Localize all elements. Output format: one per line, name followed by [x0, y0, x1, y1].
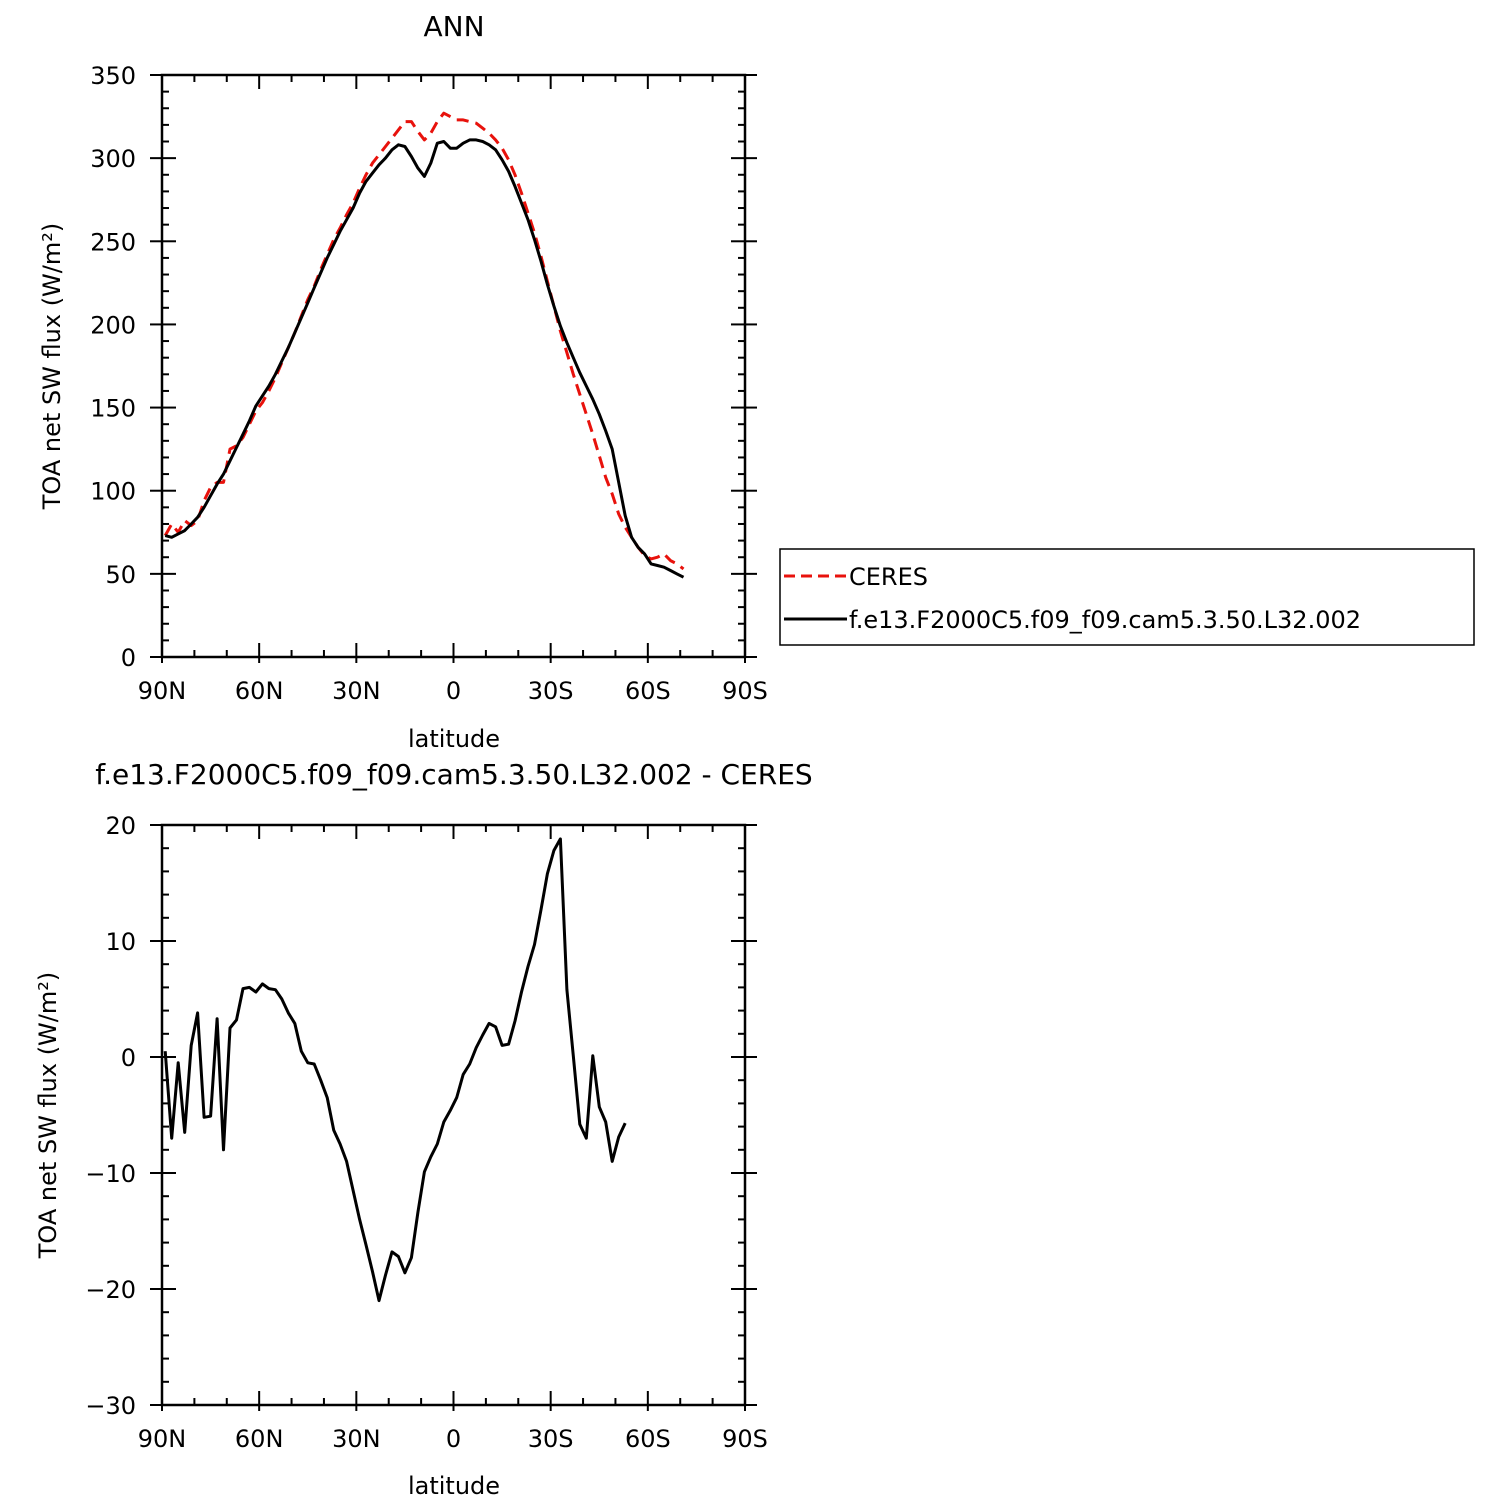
x-tick-label: 60N: [235, 1425, 284, 1453]
series-group-bottom: [163, 837, 627, 1303]
y-tick-label: 0: [121, 644, 136, 672]
x-tick-label: 0: [446, 677, 461, 705]
tick-marks: [150, 74, 757, 663]
tick-marks-bottom: [150, 824, 757, 1411]
x-tick-label: 30N: [332, 1425, 381, 1453]
plot-frame-bottom: [160, 823, 747, 1407]
y-tick-label: −20: [85, 1276, 136, 1304]
series-line-ceres: [163, 111, 685, 571]
x-tick-labels: 90N 60N 30N 0 30S 60S 90S: [138, 677, 768, 705]
x-tick-label: 0: [446, 1425, 461, 1453]
legend-label-ceres: CERES: [849, 563, 928, 591]
y-tick-label: 150: [90, 395, 136, 423]
x-tick-label: 60N: [235, 677, 284, 705]
x-tick-label: 60S: [625, 1425, 671, 1453]
legend: CERES f.e13.F2000C5.f09_f09.cam5.3.50.L3…: [779, 548, 1475, 646]
y-tick-labels-bottom: −30 −20 −10 0 10 20: [85, 812, 136, 1420]
series-line: [163, 837, 627, 1303]
difference-title: f.e13.F2000C5.f09_f09.cam5.3.50.L32.002 …: [95, 758, 812, 791]
y-tick-label: 300: [90, 145, 136, 173]
x-tick-label: 60S: [625, 677, 671, 705]
difference-panel: f.e13.F2000C5.f09_f09.cam5.3.50.L32.002 …: [34, 758, 813, 1500]
y-tick-label: 0: [121, 1044, 136, 1072]
y-tick-label: −30: [85, 1392, 136, 1420]
x-tick-label: 30N: [332, 677, 381, 705]
y-tick-label: 10: [105, 928, 136, 956]
x-tick-labels-bottom: 90N 60N 30N 0 30S 60S 90S: [138, 1425, 768, 1453]
x-tick-label: 90S: [722, 1425, 768, 1453]
y-tick-label: 50: [105, 561, 136, 589]
y-tick-label: 200: [90, 311, 136, 339]
x-axis-title: latitude: [408, 725, 500, 753]
x-tick-label: 30S: [528, 677, 574, 705]
chart-title: ANN: [423, 10, 484, 43]
legend-box: [779, 548, 1475, 646]
y-tick-label: 350: [90, 62, 136, 90]
y-tick-label: 250: [90, 228, 136, 256]
x-tick-label: 90N: [138, 677, 187, 705]
series-group: [163, 111, 685, 579]
y-axis-title-bottom: TOA net SW flux (W/m²): [34, 972, 62, 1260]
y-tick-labels: 0 50 100 150 200 250 300 350: [90, 62, 136, 672]
mean-panel: ANN 0 50 100 150 200 250 300 350 90N 60N 30N 0 30S 6…: [38, 10, 1475, 753]
x-tick-label: 30S: [528, 1425, 574, 1453]
plot-frame: [160, 73, 747, 659]
legend-label-model: f.e13.F2000C5.f09_f09.cam5.3.50.L32.002: [849, 606, 1361, 634]
y-tick-label: 100: [90, 478, 136, 506]
x-axis-title-bottom: latitude: [408, 1472, 500, 1500]
series-line-f-e13-f2000c5-f09-f09-cam5-3-50-l32-002: [164, 138, 685, 579]
y-axis-title: TOA net SW flux (W/m²): [38, 223, 66, 511]
x-tick-label: 90N: [138, 1425, 187, 1453]
y-tick-label: −10: [85, 1160, 136, 1188]
x-tick-label: 90S: [722, 677, 768, 705]
y-tick-label: 20: [105, 812, 136, 840]
